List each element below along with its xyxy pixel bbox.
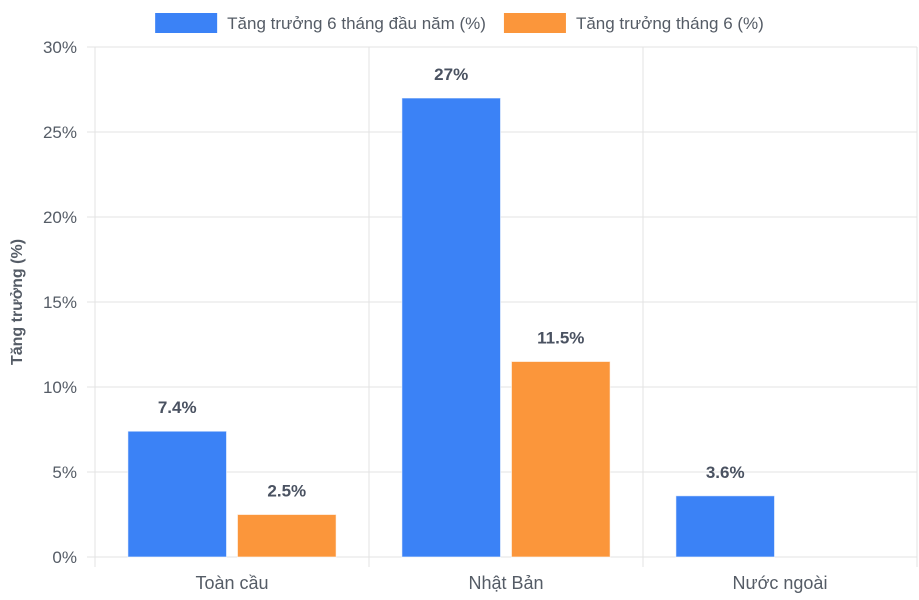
legend-item[interactable]: Tăng trưởng 6 tháng đầu năm (%)	[155, 13, 486, 33]
legend-item[interactable]: Tăng trưởng tháng 6 (%)	[503, 13, 764, 33]
y-tick-label: 0%	[52, 548, 77, 567]
y-tick-label: 5%	[52, 463, 77, 482]
x-tick-label: Nước ngoài	[733, 573, 828, 593]
bar-value-label: 27%	[434, 65, 468, 84]
legend-swatch	[155, 13, 218, 33]
grid-lines	[94, 46, 918, 567]
bar-value-label: 11.5%	[537, 329, 584, 348]
legend-swatch	[503, 13, 566, 33]
bar[interactable]	[127, 430, 228, 558]
data-labels: 7.4% 27% 3.6% 2.5% 11.5%	[158, 65, 745, 501]
y-tick-label: 20%	[43, 208, 77, 227]
y-tick-label: 10%	[43, 378, 77, 397]
x-tick-label: Nhật Bản	[468, 573, 543, 593]
bar[interactable]	[675, 495, 776, 558]
bar-value-label: 7.4%	[158, 398, 197, 417]
legend-label: Tăng trưởng tháng 6 (%)	[576, 14, 764, 33]
y-tick-label: 25%	[43, 123, 77, 142]
y-tick-label: 15%	[43, 293, 77, 312]
legend-label: Tăng trưởng 6 tháng đầu năm (%)	[227, 14, 486, 33]
x-tick-label: Toàn cầu	[195, 573, 268, 593]
bar-value-label: 2.5%	[267, 482, 306, 501]
bars	[127, 97, 776, 558]
y-tick-label: 30%	[43, 38, 77, 57]
axes: 0% 5% 10% 15% 20% 25% 30% Toàn cầu Nhật Bản Nước …	[43, 38, 827, 593]
bar[interactable]	[510, 361, 611, 558]
bar[interactable]	[401, 97, 502, 558]
bar[interactable]	[236, 514, 337, 558]
bar-value-label: 3.6%	[706, 463, 745, 482]
legend[interactable]: Tăng trưởng 6 tháng đầu năm (%) Tăng trưở…	[155, 13, 764, 33]
y-axis-title: Tăng trưởng (%)	[9, 239, 26, 365]
